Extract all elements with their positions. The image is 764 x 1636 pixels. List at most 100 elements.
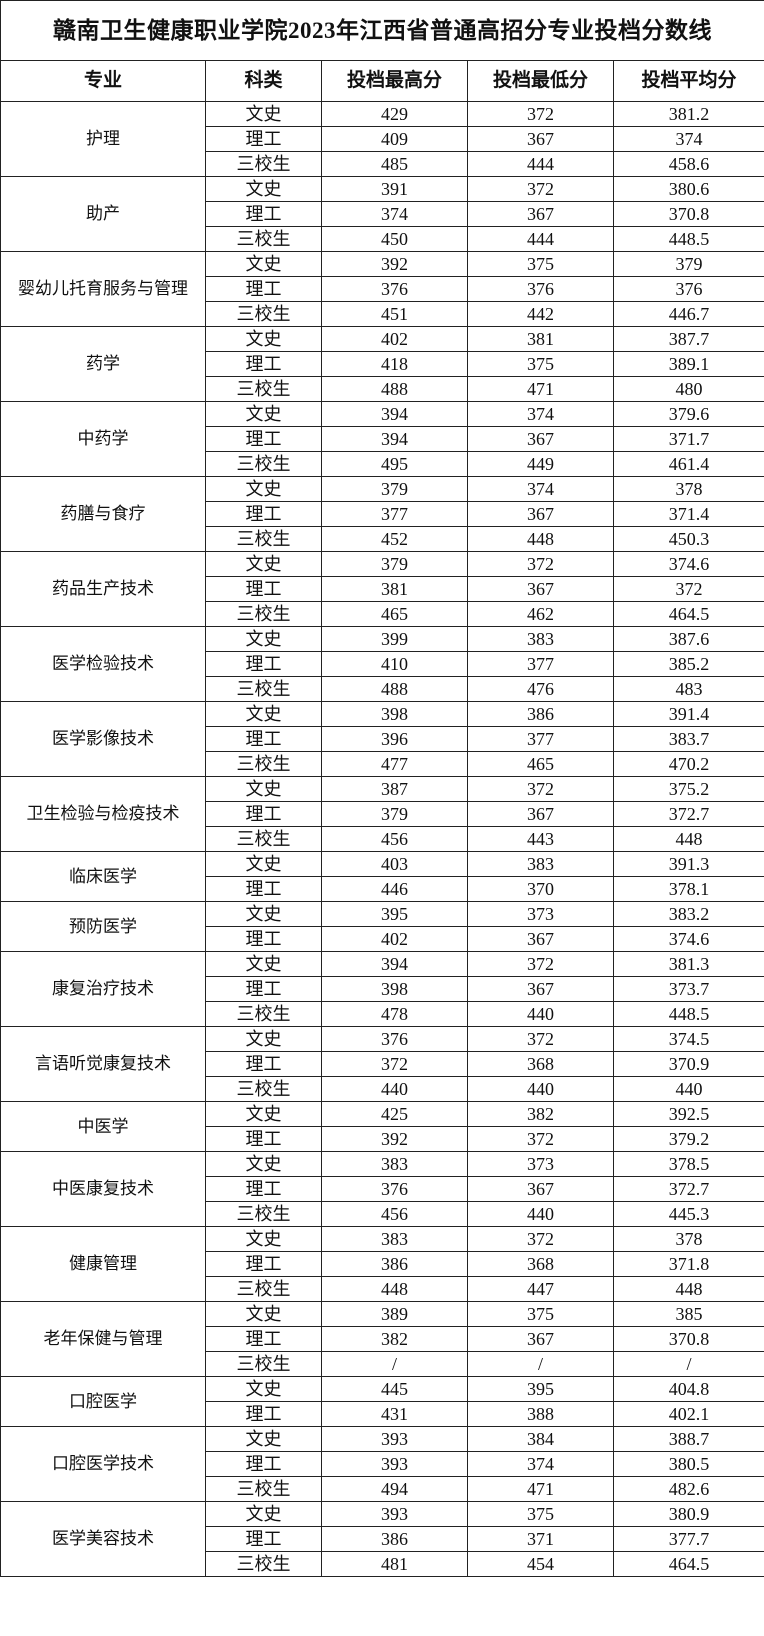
min-score-cell: 370: [467, 876, 614, 902]
table-row: 婴幼儿托育服务与管理 文史 392 375 379: [0, 251, 764, 327]
min-score-cell: 377: [467, 726, 614, 752]
max-score-cell: 383: [321, 1226, 468, 1252]
min-score-cell: 372: [467, 1226, 614, 1252]
max-score-cell: 465: [321, 601, 468, 627]
category-cell: 三校生: [205, 751, 322, 777]
min-score-cell: 373: [467, 1151, 614, 1177]
min-score-cell: 476: [467, 676, 614, 702]
max-score-cell: 488: [321, 676, 468, 702]
max-score-cell: 379: [321, 551, 468, 577]
max-score-cell: 429: [321, 101, 468, 127]
table-row: 护理 文史 429 372 381.2: [0, 101, 764, 177]
table-row: 卫生检验与检疫技术 文史 387 372 375.2: [0, 776, 764, 852]
avg-score-cell: 448.5: [613, 226, 764, 252]
category-cell: 理工: [205, 1126, 322, 1152]
avg-score-cell: 377.7: [613, 1526, 764, 1552]
min-score-cell: 367: [467, 426, 614, 452]
min-score-cell: 375: [467, 1301, 614, 1327]
category-cell: 理工: [205, 1326, 322, 1352]
table-row: 三校生 456 443 448: [1, 826, 764, 852]
category-cell: 三校生: [205, 526, 322, 552]
category-cell: 文史: [205, 476, 322, 502]
max-score-cell: 425: [321, 1101, 468, 1127]
avg-score-cell: 482.6: [613, 1476, 764, 1502]
category-cell: 理工: [205, 976, 322, 1002]
table-row: 药学 文史 402 381 387.7: [0, 326, 764, 402]
avg-score-cell: 381.2: [613, 101, 764, 127]
avg-score-cell: 387.6: [613, 626, 764, 652]
min-score-cell: 471: [467, 376, 614, 402]
category-cell: 文史: [205, 701, 322, 727]
avg-score-cell: 385: [613, 1301, 764, 1327]
max-score-cell: /: [321, 1351, 468, 1377]
min-score-cell: 443: [467, 826, 614, 852]
avg-score-cell: 446.7: [613, 301, 764, 327]
max-score-cell: 382: [321, 1326, 468, 1352]
max-score-cell: 403: [321, 851, 468, 877]
header-min-score: 投档最低分: [467, 60, 614, 102]
avg-score-cell: 450.3: [613, 526, 764, 552]
major-cell: 口腔医学: [0, 1376, 206, 1427]
max-score-cell: 392: [321, 251, 468, 277]
min-score-cell: 465: [467, 751, 614, 777]
max-score-cell: 478: [321, 1001, 468, 1027]
category-cell: 理工: [205, 351, 322, 377]
table-row: 三校生 465 462 464.5: [1, 601, 764, 627]
avg-score-cell: 378: [613, 1226, 764, 1252]
avg-score-cell: 404.8: [613, 1376, 764, 1402]
min-score-cell: 447: [467, 1276, 614, 1302]
avg-score-cell: 448.5: [613, 1001, 764, 1027]
table-row: 药膳与食疗 文史 379 374 378: [0, 476, 764, 552]
category-cell: 文史: [205, 1226, 322, 1252]
min-score-cell: 367: [467, 1326, 614, 1352]
max-score-cell: 399: [321, 626, 468, 652]
avg-score-cell: 373.7: [613, 976, 764, 1002]
min-score-cell: 376: [467, 276, 614, 302]
category-cell: 理工: [205, 1051, 322, 1077]
category-cell: 理工: [205, 1401, 322, 1427]
avg-score-cell: 464.5: [613, 1551, 764, 1577]
min-score-cell: 383: [467, 851, 614, 877]
min-score-cell: 372: [467, 101, 614, 127]
max-score-cell: 394: [321, 426, 468, 452]
category-cell: 三校生: [205, 1201, 322, 1227]
category-cell: 理工: [205, 651, 322, 677]
min-score-cell: 367: [467, 576, 614, 602]
table-body: 护理 文史 429 372 381.2 理工 409 367 374 三校生 485 444 458.6…: [0, 101, 764, 1577]
max-score-cell: 393: [321, 1451, 468, 1477]
avg-score-cell: 383.2: [613, 901, 764, 927]
major-cell: 言语听觉康复技术: [0, 1026, 206, 1102]
max-score-cell: 448: [321, 1276, 468, 1302]
min-score-cell: 367: [467, 201, 614, 227]
max-score-cell: 451: [321, 301, 468, 327]
max-score-cell: 410: [321, 651, 468, 677]
category-cell: 三校生: [205, 451, 322, 477]
min-score-cell: 373: [467, 901, 614, 927]
category-cell: 理工: [205, 926, 322, 952]
major-cell: 医学检验技术: [0, 626, 206, 702]
avg-score-cell: 448: [613, 826, 764, 852]
category-cell: 三校生: [205, 1001, 322, 1027]
avg-score-cell: 378.5: [613, 1151, 764, 1177]
avg-score-cell: 371.7: [613, 426, 764, 452]
avg-score-cell: 385.2: [613, 651, 764, 677]
header-category: 科类: [205, 60, 322, 102]
min-score-cell: 440: [467, 1201, 614, 1227]
max-score-cell: 440: [321, 1076, 468, 1102]
avg-score-cell: 375.2: [613, 776, 764, 802]
min-score-cell: 440: [467, 1001, 614, 1027]
min-score-cell: 372: [467, 776, 614, 802]
min-score-cell: 444: [467, 226, 614, 252]
min-score-cell: 448: [467, 526, 614, 552]
max-score-cell: 386: [321, 1526, 468, 1552]
category-cell: 三校生: [205, 826, 322, 852]
table-row: 理工 376 376 376: [1, 276, 764, 302]
min-score-cell: 372: [467, 1126, 614, 1152]
score-table: 赣南卫生健康职业学院2023年江西省普通高招分专业投档分数线 专业 科类 投档最…: [0, 0, 764, 1577]
max-score-cell: 391: [321, 176, 468, 202]
avg-score-cell: 370.8: [613, 201, 764, 227]
min-score-cell: 388: [467, 1401, 614, 1427]
major-cell: 预防医学: [0, 901, 206, 952]
min-score-cell: 449: [467, 451, 614, 477]
category-cell: 文史: [205, 1151, 322, 1177]
